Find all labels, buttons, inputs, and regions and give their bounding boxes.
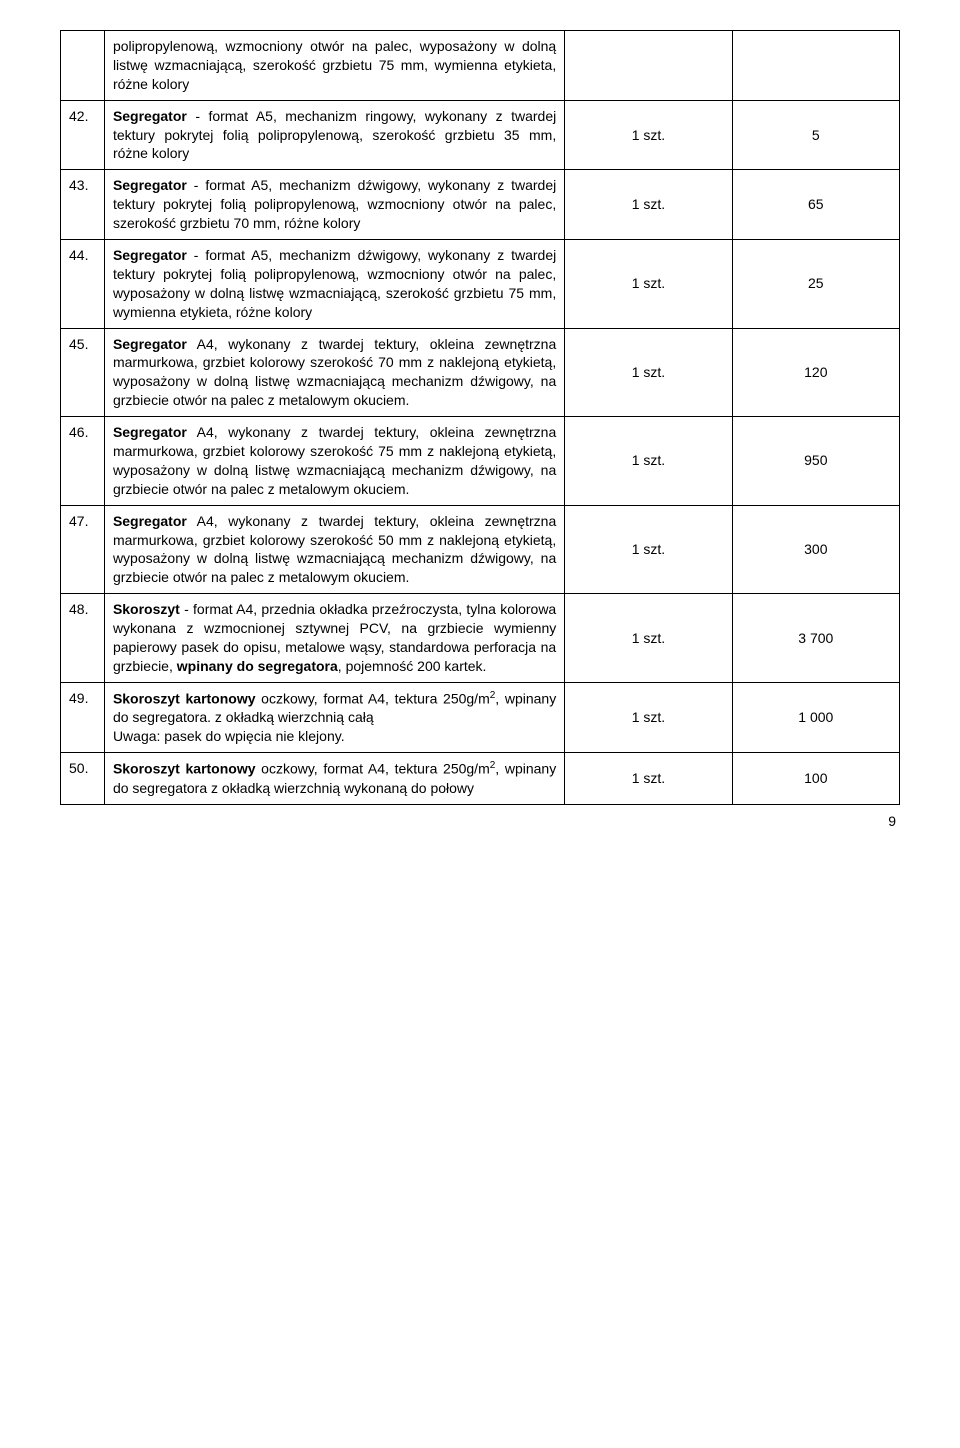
row-unit <box>565 31 732 101</box>
row-quantity: 1 000 <box>732 682 899 752</box>
row-unit: 1 szt. <box>565 594 732 683</box>
row-number: 48. <box>61 594 105 683</box>
row-quantity: 3 700 <box>732 594 899 683</box>
row-number <box>61 31 105 101</box>
row-unit: 1 szt. <box>565 753 732 804</box>
table-row: 49.Skoroszyt kartonowy oczkowy, format A… <box>61 682 900 752</box>
row-unit: 1 szt. <box>565 682 732 752</box>
table-row: 42.Segregator - format A5, mechanizm rin… <box>61 100 900 170</box>
row-description: Segregator - format A5, mechanizm dźwigo… <box>104 170 564 240</box>
row-number: 46. <box>61 417 105 506</box>
table-row: 44.Segregator - format A5, mechanizm dźw… <box>61 240 900 329</box>
row-quantity: 5 <box>732 100 899 170</box>
table-row: 48.Skoroszyt - format A4, przednia okład… <box>61 594 900 683</box>
row-number: 45. <box>61 328 105 417</box>
items-table: polipropylenową, wzmocniony otwór na pal… <box>60 30 900 805</box>
row-description: Segregator - format A5, mechanizm dźwigo… <box>104 240 564 329</box>
table-row: 45.Segregator A4, wykonany z twardej tek… <box>61 328 900 417</box>
row-number: 43. <box>61 170 105 240</box>
row-quantity: 950 <box>732 417 899 506</box>
row-quantity: 65 <box>732 170 899 240</box>
row-unit: 1 szt. <box>565 417 732 506</box>
row-number: 47. <box>61 505 105 594</box>
row-quantity: 100 <box>732 753 899 804</box>
row-quantity: 120 <box>732 328 899 417</box>
row-unit: 1 szt. <box>565 505 732 594</box>
row-quantity: 300 <box>732 505 899 594</box>
table-body: polipropylenową, wzmocniony otwór na pal… <box>61 31 900 805</box>
row-description: Skoroszyt kartonowy oczkowy, format A4, … <box>104 682 564 752</box>
row-number: 50. <box>61 753 105 804</box>
row-unit: 1 szt. <box>565 240 732 329</box>
row-description: Skoroszyt kartonowy oczkowy, format A4, … <box>104 753 564 804</box>
row-description: Segregator - format A5, mechanizm ringow… <box>104 100 564 170</box>
row-unit: 1 szt. <box>565 170 732 240</box>
row-number: 44. <box>61 240 105 329</box>
row-number: 42. <box>61 100 105 170</box>
row-description: Segregator A4, wykonany z twardej tektur… <box>104 505 564 594</box>
table-row: 50.Skoroszyt kartonowy oczkowy, format A… <box>61 753 900 804</box>
row-number: 49. <box>61 682 105 752</box>
row-unit: 1 szt. <box>565 100 732 170</box>
row-description: Skoroszyt - format A4, przednia okładka … <box>104 594 564 683</box>
table-row: 46.Segregator A4, wykonany z twardej tek… <box>61 417 900 506</box>
row-description: polipropylenową, wzmocniony otwór na pal… <box>104 31 564 101</box>
row-description: Segregator A4, wykonany z twardej tektur… <box>104 417 564 506</box>
table-row: 47.Segregator A4, wykonany z twardej tek… <box>61 505 900 594</box>
row-description: Segregator A4, wykonany z twardej tektur… <box>104 328 564 417</box>
row-unit: 1 szt. <box>565 328 732 417</box>
table-row: polipropylenową, wzmocniony otwór na pal… <box>61 31 900 101</box>
document-page: polipropylenową, wzmocniony otwór na pal… <box>0 0 960 859</box>
table-row: 43.Segregator - format A5, mechanizm dźw… <box>61 170 900 240</box>
page-number: 9 <box>60 813 900 829</box>
row-quantity <box>732 31 899 101</box>
row-quantity: 25 <box>732 240 899 329</box>
